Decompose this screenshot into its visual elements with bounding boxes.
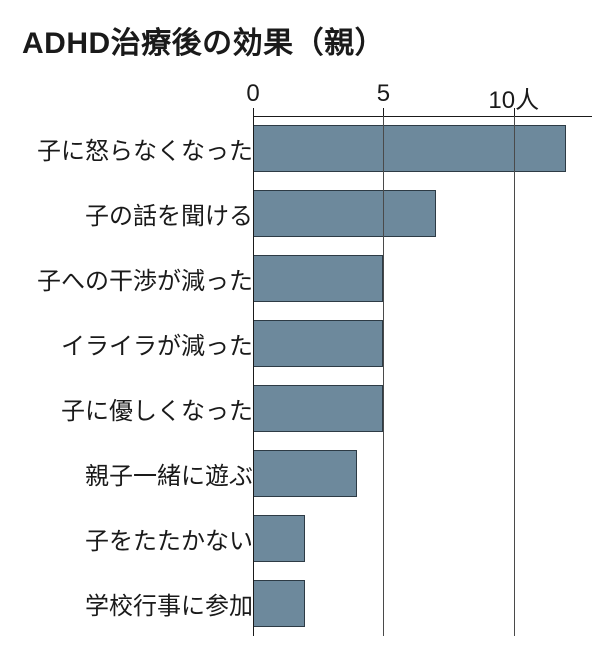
chart-container: ADHD治療後の効果（親） 0510人 子に怒らなくなった子の話を聞ける子への干… bbox=[0, 0, 600, 660]
bar bbox=[253, 190, 436, 237]
category-label: 子に優しくなった bbox=[8, 391, 257, 426]
category-label: イライラが減った bbox=[8, 326, 257, 361]
category-label: 子に怒らなくなった bbox=[8, 131, 257, 166]
x-tick-label: 0 bbox=[246, 80, 259, 108]
category-label: 子をたたかない bbox=[8, 521, 257, 556]
bar-row: 学校行事に参加 bbox=[8, 571, 592, 636]
bar bbox=[253, 320, 383, 367]
bar-row: 子をたたかない bbox=[8, 506, 592, 571]
bar bbox=[253, 515, 305, 562]
x-tick-mark bbox=[383, 108, 384, 116]
x-tick-label: 5 bbox=[377, 80, 390, 108]
bar-row: 子の話を聞ける bbox=[8, 181, 592, 246]
bar-row: 子に怒らなくなった bbox=[8, 116, 592, 181]
bar-row: 子への干渉が減った bbox=[8, 246, 592, 311]
gridline bbox=[383, 116, 384, 636]
bar bbox=[253, 450, 357, 497]
bar-row: 子に優しくなった bbox=[8, 376, 592, 441]
category-label: 子の話を聞ける bbox=[8, 196, 257, 231]
bar bbox=[253, 125, 566, 172]
x-tick-mark bbox=[514, 108, 515, 116]
axis-top-line bbox=[253, 116, 592, 117]
bar bbox=[253, 580, 305, 627]
x-tick-mark bbox=[253, 108, 254, 116]
x-axis-top: 0510人 bbox=[8, 76, 592, 116]
bar bbox=[253, 385, 383, 432]
rows-area: 子に怒らなくなった子の話を聞ける子への干渉が減ったイライラが減った子に優しくなっ… bbox=[8, 116, 592, 636]
chart-title: ADHD治療後の効果（親） bbox=[22, 18, 592, 62]
bar-row: 親子一緒に遊ぶ bbox=[8, 441, 592, 506]
axis-left-line bbox=[253, 116, 254, 636]
category-label: 親子一緒に遊ぶ bbox=[8, 456, 257, 491]
plot-area: 0510人 子に怒らなくなった子の話を聞ける子への干渉が減ったイライラが減った子… bbox=[8, 76, 592, 636]
category-label: 学校行事に参加 bbox=[8, 586, 257, 621]
category-label: 子への干渉が減った bbox=[8, 261, 257, 296]
bar bbox=[253, 255, 383, 302]
bar-row: イライラが減った bbox=[8, 311, 592, 376]
gridline bbox=[514, 116, 515, 636]
